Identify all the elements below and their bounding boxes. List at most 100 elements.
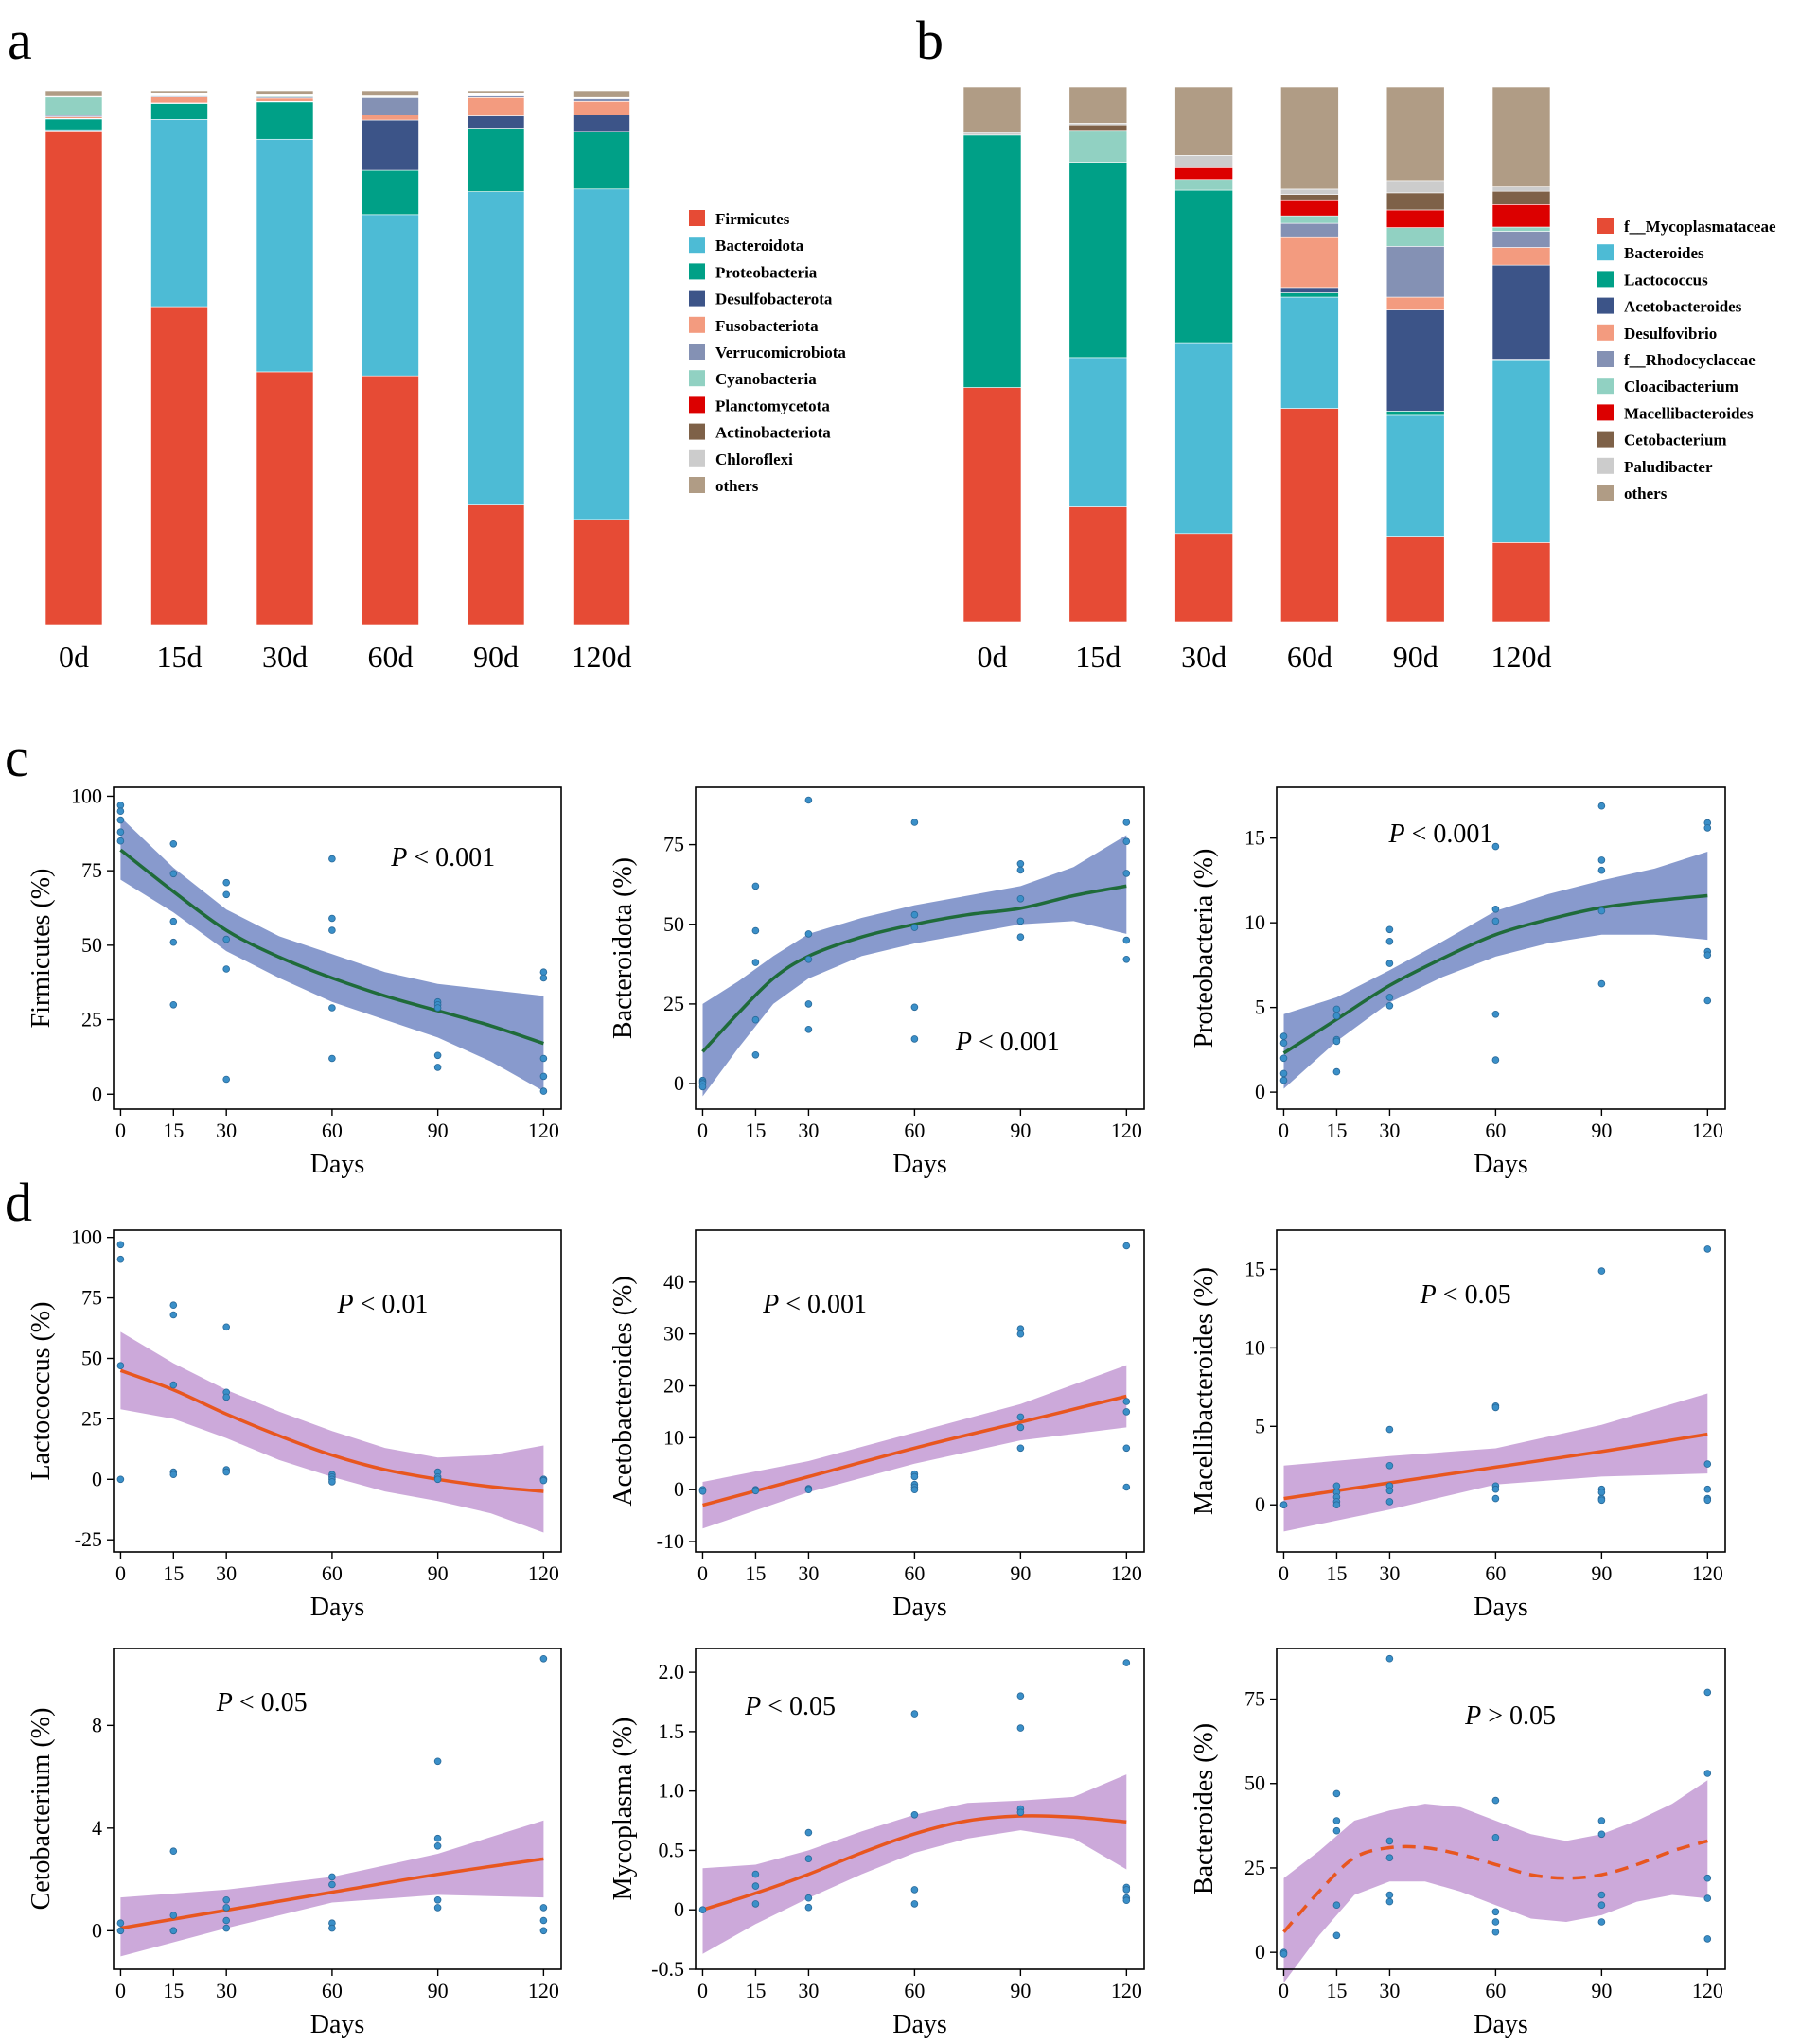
data-point — [1597, 802, 1606, 810]
data-point — [433, 1064, 442, 1071]
data-point — [1703, 951, 1712, 959]
y-axis-label: Cetobacterium (%) — [26, 1708, 56, 1911]
fitted-curve — [1282, 893, 1708, 1055]
y-axis-label: Bacteroides (%) — [1190, 1723, 1219, 1894]
bar-segment-cloacibacterium — [1068, 130, 1128, 163]
data-point — [222, 935, 231, 943]
x-tick-label: 120 — [528, 1979, 559, 2002]
legend-swatch-desulfovibrio — [1597, 324, 1614, 341]
x-tick-label: 15 — [745, 1561, 766, 1585]
legend-swatch-proteobacteria — [689, 263, 705, 280]
legend-swatch-fusobacteriota — [689, 316, 705, 333]
x-category-label: 15d — [157, 640, 203, 674]
y-axis-label: Lactococcus (%) — [26, 1302, 56, 1481]
data-point — [169, 839, 178, 848]
x-tick-label: 30 — [798, 1979, 819, 2002]
data-point — [1279, 1076, 1288, 1084]
legend-swatch-verrucomicrobiota — [689, 344, 705, 360]
data-point — [1122, 1659, 1131, 1666]
legend-label-lactococcus: Lactococcus — [1624, 271, 1708, 289]
y-tick-label: 75 — [663, 833, 684, 856]
data-point — [751, 1900, 760, 1908]
data-point — [1385, 1854, 1394, 1861]
data-point — [169, 1311, 178, 1319]
data-point — [751, 1051, 760, 1059]
data-point — [116, 1241, 125, 1249]
data-point — [1122, 955, 1131, 963]
x-tick-label: 90 — [428, 1979, 449, 2002]
data-point — [1332, 1501, 1341, 1508]
data-point — [539, 968, 548, 976]
x-tick-label: 30 — [798, 1119, 819, 1142]
data-point — [222, 878, 231, 887]
x-category-label: 90d — [473, 640, 519, 674]
y-tick-label: 20 — [663, 1374, 684, 1398]
legend-swatch-acetobacteroides — [1597, 297, 1614, 314]
data-point — [539, 974, 548, 982]
data-point — [1491, 917, 1500, 925]
confidence-band — [1283, 1780, 1708, 1983]
data-point — [1491, 1928, 1500, 1936]
data-point — [1122, 1886, 1131, 1894]
bar-segment-others — [44, 90, 103, 97]
legend-label-f-rhodocyclaceae: f__Rhodocyclaceae — [1624, 351, 1756, 369]
bar-segment-proteobacteria — [256, 101, 314, 140]
x-tick-label: 15 — [163, 1119, 184, 1142]
legend-swatch-others — [1597, 485, 1614, 501]
x-tick-label: 15 — [1326, 1561, 1347, 1585]
x-tick-label: 60 — [322, 1119, 343, 1142]
data-point — [116, 1362, 125, 1369]
legend-label-bacteroidota: Bacteroidota — [715, 237, 804, 255]
data-point — [1122, 1896, 1131, 1904]
y-tick-label: 10 — [663, 1425, 684, 1449]
bar-segment-f-rhodocyclaceae — [1280, 222, 1339, 238]
data-point — [1016, 1692, 1025, 1700]
bar-segment-firmicutes — [150, 306, 208, 626]
y-tick-label: 15 — [1244, 826, 1265, 850]
x-tick-label: 60 — [1485, 1979, 1506, 2002]
data-point — [328, 914, 336, 923]
data-point — [1597, 979, 1606, 988]
legend-swatch-planctomycetota — [689, 396, 705, 414]
legend-label-f-mycoplasmataceae: f__Mycoplasmataceae — [1624, 218, 1776, 236]
p-value-annotation: P > 0.05 — [1464, 1701, 1556, 1731]
x-tick-label: 60 — [904, 1979, 925, 2002]
y-tick-label: 1.0 — [659, 1779, 685, 1803]
bar-segment-others — [1385, 86, 1445, 182]
data-point — [169, 1927, 178, 1935]
fitted-curve — [701, 1814, 1127, 1912]
data-point — [804, 1828, 813, 1837]
bar-segment-proteobacteria — [44, 118, 103, 131]
scatter-fit-bacteroides: 0 15 30 60 90 120 0 25 50 75 Days Bacteroides (%) P … — [1190, 1648, 1726, 2039]
stacked-bar-chart-phylum: 0d 15d 30d 60d 90d 120d Firmicutes Bacteroidota… — [44, 90, 846, 674]
x-tick-label: 60 — [904, 1119, 925, 1142]
data-point — [751, 1882, 760, 1890]
bar-segment-bacteroidota — [256, 138, 314, 373]
legend-label-actinobacteriota: Actinobacteriota — [715, 424, 831, 442]
bar-segment-paludibacter — [1491, 186, 1551, 192]
data-point — [1597, 856, 1606, 864]
data-point — [1597, 1918, 1606, 1926]
fitted-curve — [702, 1394, 1127, 1507]
data-point — [328, 855, 336, 863]
bar-segment-cetobacterium — [1068, 124, 1128, 132]
legend-label-cetobacterium: Cetobacterium — [1624, 432, 1727, 449]
x-tick-label: 120 — [1692, 1979, 1723, 2002]
data-point — [1122, 1408, 1131, 1416]
bar-segment-macellibacteroides — [1174, 167, 1233, 181]
data-point — [1491, 905, 1500, 913]
bar-segment-proteobacteria — [362, 169, 419, 216]
data-point — [116, 1255, 125, 1263]
data-point — [910, 1003, 919, 1012]
y-tick-label: -10 — [657, 1529, 684, 1553]
panel-label-a: a — [8, 9, 32, 71]
bar-segment-f-mycoplasmataceae — [1491, 542, 1551, 623]
data-point — [539, 1655, 548, 1663]
bar-segment-bacteroidota — [573, 188, 630, 520]
y-tick-label: 100 — [71, 784, 102, 807]
plot-frame — [1276, 786, 1726, 1110]
bar-segment-firmicutes — [362, 375, 419, 626]
fitted-curve — [119, 848, 544, 1046]
data-point — [1597, 1830, 1606, 1839]
